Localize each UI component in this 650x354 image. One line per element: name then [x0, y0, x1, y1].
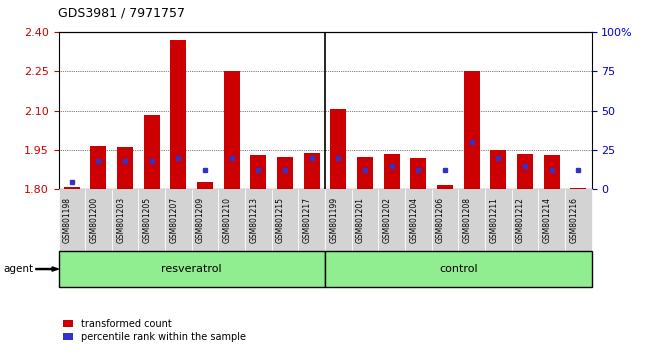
- Text: GSM801202: GSM801202: [383, 198, 391, 243]
- Text: GSM801199: GSM801199: [330, 197, 338, 244]
- Text: GSM801210: GSM801210: [223, 198, 232, 243]
- Text: GSM801217: GSM801217: [303, 198, 312, 243]
- Text: GSM801201: GSM801201: [356, 198, 365, 243]
- Text: GSM801206: GSM801206: [436, 197, 445, 244]
- Text: GSM801207: GSM801207: [170, 197, 178, 244]
- Bar: [170, 40, 187, 189]
- Text: resveratrol: resveratrol: [161, 264, 222, 274]
- Bar: [543, 155, 560, 189]
- Text: GDS3981 / 7971757: GDS3981 / 7971757: [58, 6, 185, 19]
- Text: GSM801213: GSM801213: [250, 198, 259, 243]
- Bar: [490, 150, 506, 189]
- Bar: [357, 156, 373, 189]
- Bar: [410, 158, 426, 189]
- Text: GSM801200: GSM801200: [90, 197, 99, 244]
- Legend: transformed count, percentile rank within the sample: transformed count, percentile rank withi…: [63, 319, 246, 342]
- Text: GSM801211: GSM801211: [489, 198, 498, 243]
- Bar: [144, 115, 160, 189]
- Bar: [197, 182, 213, 189]
- Text: GSM801203: GSM801203: [116, 197, 125, 244]
- Bar: [277, 156, 293, 189]
- Bar: [64, 187, 80, 189]
- Text: agent: agent: [3, 264, 33, 274]
- Text: GSM801216: GSM801216: [569, 198, 578, 243]
- Bar: [437, 185, 453, 189]
- Bar: [570, 188, 586, 189]
- Bar: [384, 154, 400, 189]
- Bar: [117, 147, 133, 189]
- Bar: [250, 155, 266, 189]
- Text: GSM801208: GSM801208: [463, 198, 472, 243]
- Text: GSM801212: GSM801212: [516, 198, 525, 243]
- Text: GSM801215: GSM801215: [276, 198, 285, 243]
- Text: GSM801209: GSM801209: [196, 197, 205, 244]
- Bar: [517, 154, 533, 189]
- Text: GSM801198: GSM801198: [63, 198, 72, 243]
- Text: GSM801204: GSM801204: [410, 197, 419, 244]
- Bar: [224, 71, 240, 189]
- Bar: [90, 146, 107, 189]
- Text: control: control: [439, 264, 478, 274]
- Text: GSM801214: GSM801214: [543, 198, 551, 243]
- Bar: [330, 109, 346, 189]
- Text: GSM801205: GSM801205: [143, 197, 152, 244]
- Bar: [304, 153, 320, 189]
- Bar: [463, 71, 480, 189]
